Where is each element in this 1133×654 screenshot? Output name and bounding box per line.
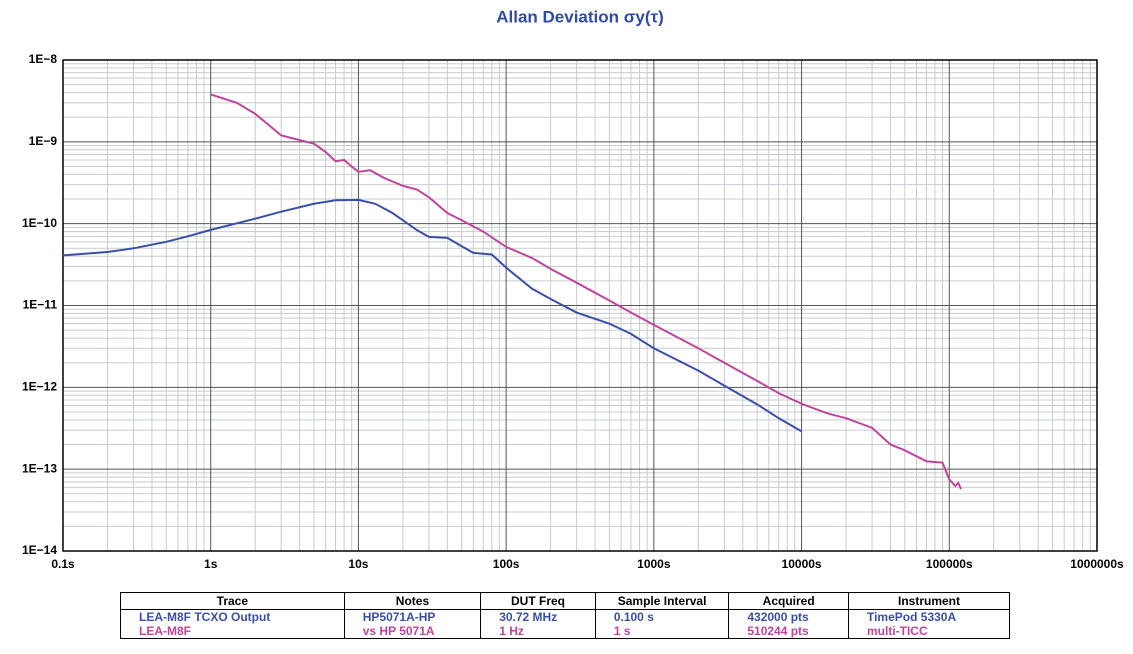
column-header: Acquired [728,592,849,610]
series-line [62,198,803,433]
chart: Allan Deviation σy(τ) 0.1s 1s 10s 100s 1000s… [22,7,1124,571]
table-cell: 432000 pts [728,609,849,624]
legend-table: Trace Notes DUT Freq Sample Interval Acquire… [120,592,1011,639]
plot-frame [62,59,1098,552]
header-row: Trace Notes DUT Freq Sample Interval Acquire… [120,592,1011,610]
column-header: Sample Interval [594,592,730,610]
table-row: LEA-M8F TCXO Output HP5071A-HP 30.72 MHz 0.… [120,609,1011,624]
chart-title: Allan Deviation σy(τ) [496,7,664,26]
y-tick-label: 1E−12 [22,380,57,394]
x-tick-label: 100000s [926,557,973,571]
y-tick-label: 1E−14 [22,543,57,557]
table-cell: 1 s [594,624,730,639]
legend-entry: LEA-M8F [120,624,345,639]
table-cell: vs HP 5071A [343,624,482,639]
x-tick-label: 10000s [782,557,822,571]
x-tick-label: 100s [493,557,520,571]
table-cell: multi-TICC [847,624,1011,639]
x-tick-label: 1s [204,557,218,571]
y-tick-label: 1E−11 [23,298,58,312]
y-tick-label: 1E−13 [22,461,57,475]
y-tick-label: 1E−8 [29,52,58,66]
table-cell: TimePod 5330A [847,609,1011,624]
legend-entry: LEA-M8F TCXO Output [120,609,345,624]
table-cell: 1 Hz [480,624,596,639]
y-tick-label: 1E−10 [22,216,57,230]
x-tick-label: 1000s [637,557,671,571]
x-tick-label: 10s [348,557,368,571]
table-body: LEA-M8F TCXO Output HP5071A-HP 30.72 MHz 0.… [120,609,1011,639]
table-row: LEA-M8F vs HP 5071A 1 Hz 1 s 510244 pts multi… [120,624,1011,639]
series-line [210,93,962,490]
table-cell: 510244 pts [728,624,849,639]
column-header: Trace [120,592,345,610]
table-cell: HP5071A-HP [343,609,482,624]
table-cell: 0.100 s [594,609,730,624]
column-header: DUT Freq [480,592,596,610]
column-header: Notes [343,592,482,610]
x-tick-label: 0.1s [51,557,75,571]
table-cell: 30.72 MHz [480,609,596,624]
y-tick-label: 1E−9 [29,134,58,148]
x-tick-label: 1000000s [1070,557,1124,571]
column-header: Instrument [847,592,1011,610]
